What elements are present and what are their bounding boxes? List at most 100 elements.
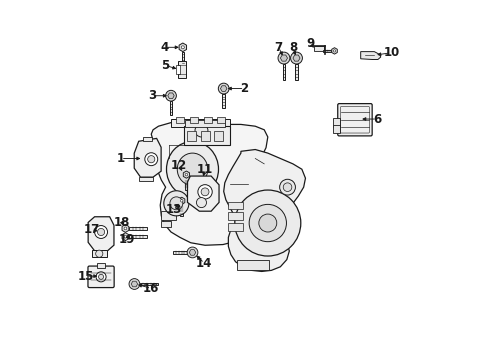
Bar xyxy=(332,118,339,127)
Text: 13: 13 xyxy=(165,203,181,216)
Circle shape xyxy=(187,247,198,258)
Circle shape xyxy=(165,90,176,101)
Polygon shape xyxy=(122,233,129,240)
Circle shape xyxy=(201,188,208,196)
Polygon shape xyxy=(180,204,183,216)
Bar xyxy=(313,46,324,51)
Bar xyxy=(203,117,211,123)
Polygon shape xyxy=(167,93,174,99)
Polygon shape xyxy=(151,120,267,245)
Bar xyxy=(228,202,242,210)
Bar xyxy=(176,65,179,74)
Bar xyxy=(171,119,230,127)
Bar xyxy=(201,131,209,141)
Polygon shape xyxy=(88,217,114,251)
Polygon shape xyxy=(323,50,330,52)
Polygon shape xyxy=(129,235,146,238)
Polygon shape xyxy=(360,51,380,59)
Bar xyxy=(161,211,176,220)
Polygon shape xyxy=(189,249,195,255)
Circle shape xyxy=(97,228,104,235)
Bar xyxy=(143,137,152,141)
Polygon shape xyxy=(173,251,187,254)
Text: 2: 2 xyxy=(240,82,248,95)
Polygon shape xyxy=(331,48,337,54)
Text: 15: 15 xyxy=(78,270,94,283)
FancyBboxPatch shape xyxy=(88,266,114,288)
Polygon shape xyxy=(178,197,184,204)
Text: 10: 10 xyxy=(383,46,399,59)
Polygon shape xyxy=(181,51,183,66)
Polygon shape xyxy=(187,176,219,211)
Bar xyxy=(178,61,185,78)
Polygon shape xyxy=(292,55,300,61)
Circle shape xyxy=(283,183,291,192)
Text: 17: 17 xyxy=(84,223,100,236)
Text: 19: 19 xyxy=(119,233,135,246)
Polygon shape xyxy=(129,227,146,230)
Circle shape xyxy=(124,235,126,238)
Bar xyxy=(161,221,171,227)
Bar xyxy=(97,263,105,267)
Ellipse shape xyxy=(177,153,207,185)
Circle shape xyxy=(333,50,335,52)
Polygon shape xyxy=(169,101,172,115)
Circle shape xyxy=(278,52,289,64)
Text: 7: 7 xyxy=(274,41,282,54)
Text: 12: 12 xyxy=(171,159,187,172)
Bar xyxy=(214,131,223,141)
Polygon shape xyxy=(222,94,224,108)
Polygon shape xyxy=(140,283,158,285)
Circle shape xyxy=(195,124,207,137)
Bar xyxy=(190,117,198,123)
Polygon shape xyxy=(185,178,187,190)
Circle shape xyxy=(163,191,188,216)
Text: 8: 8 xyxy=(288,41,296,54)
Bar xyxy=(176,117,184,123)
Text: 18: 18 xyxy=(113,216,130,229)
Polygon shape xyxy=(280,55,287,61)
Bar xyxy=(185,121,224,127)
Circle shape xyxy=(198,185,212,199)
Polygon shape xyxy=(223,149,305,271)
Polygon shape xyxy=(183,171,189,178)
Text: 4: 4 xyxy=(161,41,169,54)
Circle shape xyxy=(124,227,126,230)
Circle shape xyxy=(96,272,106,282)
Circle shape xyxy=(99,274,103,279)
Circle shape xyxy=(258,214,276,232)
Circle shape xyxy=(234,190,300,256)
Circle shape xyxy=(94,226,107,238)
Text: 11: 11 xyxy=(197,163,213,176)
Circle shape xyxy=(96,250,102,257)
Text: 14: 14 xyxy=(196,257,212,270)
Bar xyxy=(183,126,230,145)
Circle shape xyxy=(129,279,140,289)
Polygon shape xyxy=(179,43,186,51)
Circle shape xyxy=(181,46,184,49)
Circle shape xyxy=(218,83,228,94)
Polygon shape xyxy=(282,64,285,80)
Text: 9: 9 xyxy=(306,37,314,50)
Bar xyxy=(236,260,268,270)
Text: 16: 16 xyxy=(143,282,159,295)
Circle shape xyxy=(196,198,206,208)
FancyBboxPatch shape xyxy=(337,104,371,136)
Polygon shape xyxy=(220,86,226,91)
Circle shape xyxy=(144,153,158,166)
Circle shape xyxy=(169,197,183,210)
Circle shape xyxy=(180,199,183,202)
Circle shape xyxy=(147,156,155,163)
Polygon shape xyxy=(295,64,297,80)
Bar xyxy=(92,250,106,257)
Text: 3: 3 xyxy=(147,89,156,102)
Bar xyxy=(217,117,224,123)
Circle shape xyxy=(279,179,295,195)
Bar xyxy=(139,177,153,181)
Polygon shape xyxy=(134,138,161,177)
Polygon shape xyxy=(122,225,129,232)
Bar xyxy=(187,131,196,141)
Circle shape xyxy=(185,174,187,176)
Circle shape xyxy=(290,52,302,64)
Text: 5: 5 xyxy=(161,59,169,72)
